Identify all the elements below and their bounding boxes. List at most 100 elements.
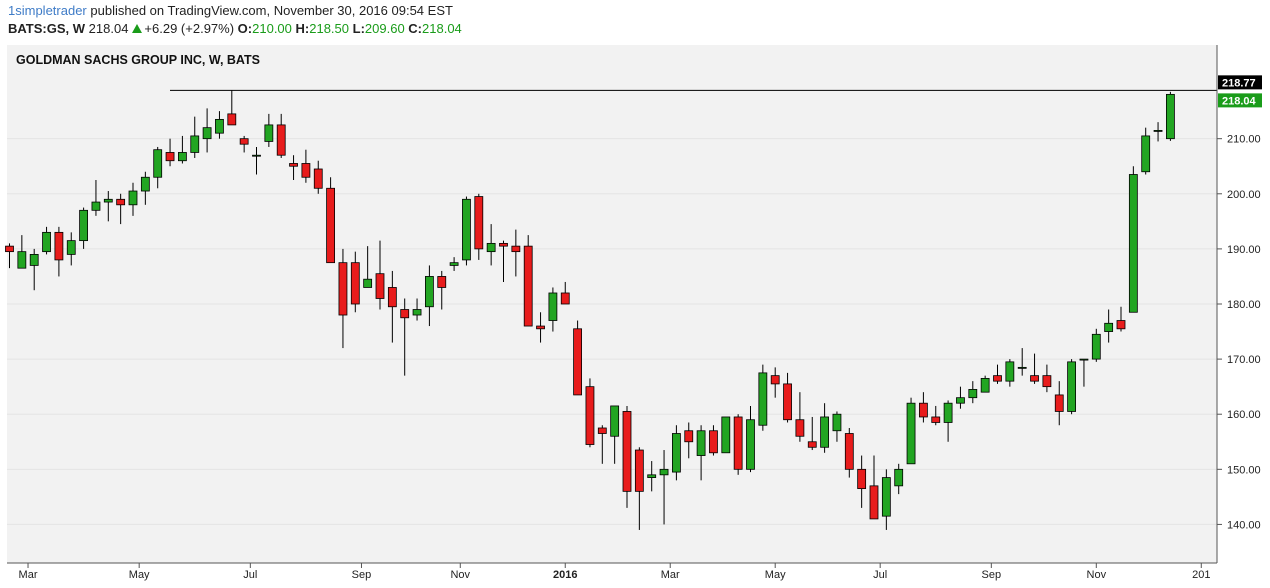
candle-body (412, 309, 422, 316)
x-axis: Mar May Jul Sep Nov 2016 Mar May Jul Sep Nov 201 (19, 563, 1210, 581)
candle-body (721, 416, 731, 454)
candle-body (536, 325, 545, 330)
candle-body (511, 245, 521, 253)
x-tick-label: 201 (1192, 569, 1210, 581)
candle-body (659, 468, 669, 476)
candle-body (548, 292, 558, 321)
candle-body (54, 231, 64, 261)
candles-group (5, 90, 1175, 530)
candle-body (585, 386, 595, 445)
candle-body (363, 278, 373, 288)
x-tick-label: Sep (352, 569, 372, 581)
y-tick-label: 200.00 (1227, 189, 1261, 201)
low-value: 209.60 (364, 21, 405, 36)
candle-body (993, 375, 1002, 382)
high-value: 218.50 (309, 21, 349, 36)
candle-body (190, 135, 200, 153)
candle-body (622, 411, 632, 492)
candle-body (449, 262, 459, 266)
candle-body (42, 231, 51, 253)
candle-body (634, 449, 644, 492)
published-text: published on TradingView.com, November 3… (90, 3, 453, 18)
close-label: C: (408, 21, 423, 36)
candle-body (313, 168, 323, 189)
candle-body (387, 287, 397, 308)
candle-body (177, 152, 187, 162)
x-tick-label: Mar (19, 569, 38, 581)
candle-body (1030, 375, 1039, 382)
candle-body (1054, 394, 1064, 412)
candle-body (437, 276, 447, 288)
candle-body (474, 196, 484, 250)
y-tick-label: 170.00 (1227, 354, 1261, 366)
last-price: 218.04 (88, 21, 129, 36)
candle-body (919, 402, 928, 418)
candle-body (17, 251, 27, 269)
y-tick-label: 140.00 (1227, 519, 1261, 531)
candle-body (1042, 375, 1052, 388)
candle-body (326, 187, 336, 264)
candle-body (252, 154, 261, 157)
candle-body (783, 383, 792, 421)
y-tick-label: 150.00 (1227, 464, 1261, 476)
candle-body (264, 124, 274, 142)
candle-body (733, 416, 743, 470)
candle-body (140, 176, 150, 192)
price-labels: 218.77 218.04 (1218, 75, 1262, 108)
candle-body (79, 209, 88, 242)
candle-body (795, 419, 805, 437)
candle-body (894, 468, 904, 487)
x-tick-label: 2016 (553, 569, 577, 581)
candle-body (560, 292, 570, 305)
x-tick-label: Nov (1087, 569, 1107, 581)
y-axis: 140.00 150.00 160.00 170.00 180.00 190.00 200.… (1217, 134, 1261, 531)
price-change: +6.29 (+2.97%) (144, 21, 235, 36)
y-tick-label: 160.00 (1227, 409, 1261, 421)
candle-body (1166, 93, 1175, 140)
candle-body (1079, 358, 1089, 361)
x-tick-label: May (129, 569, 150, 581)
candle-body (844, 433, 854, 470)
candle-body (647, 474, 657, 478)
candle-body (66, 240, 76, 255)
candle-body (758, 372, 768, 426)
candle-body (881, 477, 891, 517)
candle-body (103, 198, 113, 203)
candle-body (338, 262, 348, 316)
candle-body (424, 276, 434, 308)
y-tick-label: 190.00 (1227, 244, 1261, 256)
candle-body (1128, 174, 1138, 313)
candle-body (832, 413, 842, 432)
candle-body (1067, 361, 1076, 412)
candle-body (486, 242, 496, 253)
x-tick-label: Sep (982, 569, 1002, 581)
candle-body (350, 262, 360, 305)
candle-body (1104, 322, 1114, 332)
candle-body (215, 118, 224, 134)
up-arrow-icon (132, 24, 143, 33)
candle-body (573, 328, 582, 396)
candle-body (91, 201, 101, 211)
candle-body (709, 430, 718, 454)
x-tick-label: Mar (661, 569, 680, 581)
published-line: 1simpletrader published on TradingView.c… (8, 3, 453, 18)
candle-body (523, 245, 533, 327)
candle-body (931, 416, 941, 423)
open-value: 210.00 (252, 21, 292, 36)
candle-body (202, 127, 212, 140)
candle-body (1091, 333, 1101, 360)
open-label: O: (237, 21, 253, 36)
candle-body (807, 441, 817, 448)
chart-title: GOLDMAN SACHS GROUP INC, W, BATS (16, 53, 260, 67)
candle-body (943, 402, 953, 423)
candle-body (301, 163, 311, 178)
x-tick-label: May (765, 569, 786, 581)
candle-body (153, 149, 163, 178)
candle-body (968, 389, 978, 399)
candle-body (696, 430, 706, 456)
x-tick-label: Jul (873, 569, 887, 581)
candle-body (906, 402, 916, 465)
candle-body (956, 397, 965, 404)
author-link[interactable]: 1simpletrader (8, 3, 87, 18)
